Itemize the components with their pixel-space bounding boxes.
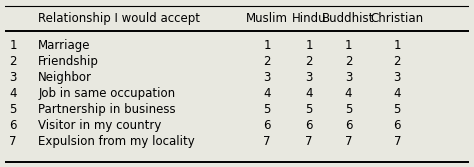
Text: 7: 7 — [264, 135, 271, 148]
Text: 4: 4 — [305, 87, 313, 100]
Text: Marriage: Marriage — [38, 39, 91, 52]
Text: 4: 4 — [345, 87, 352, 100]
Text: 2: 2 — [264, 55, 271, 68]
Text: 5: 5 — [9, 103, 17, 116]
Text: 4: 4 — [264, 87, 271, 100]
Text: 1: 1 — [393, 39, 401, 52]
Text: Partnership in business: Partnership in business — [38, 103, 176, 116]
Text: 6: 6 — [393, 119, 401, 132]
Text: Visitor in my country: Visitor in my country — [38, 119, 162, 132]
Text: 7: 7 — [345, 135, 352, 148]
Text: 4: 4 — [393, 87, 401, 100]
Text: 2: 2 — [9, 55, 17, 68]
Text: 7: 7 — [393, 135, 401, 148]
Text: Buddhist: Buddhist — [322, 12, 374, 25]
Text: 1: 1 — [305, 39, 313, 52]
Text: 1: 1 — [345, 39, 352, 52]
Text: 7: 7 — [305, 135, 313, 148]
Text: Friendship: Friendship — [38, 55, 99, 68]
Text: 2: 2 — [345, 55, 352, 68]
Text: 6: 6 — [9, 119, 17, 132]
Text: Job in same occupation: Job in same occupation — [38, 87, 175, 100]
Text: 5: 5 — [393, 103, 401, 116]
Text: 3: 3 — [264, 71, 271, 84]
Text: 7: 7 — [9, 135, 17, 148]
Text: 3: 3 — [345, 71, 352, 84]
Text: 5: 5 — [264, 103, 271, 116]
Text: 3: 3 — [9, 71, 17, 84]
Text: Muslim: Muslim — [246, 12, 288, 25]
Text: Hindu: Hindu — [292, 12, 326, 25]
Text: 6: 6 — [264, 119, 271, 132]
Text: 2: 2 — [305, 55, 313, 68]
Text: 5: 5 — [345, 103, 352, 116]
Text: 2: 2 — [393, 55, 401, 68]
Text: 5: 5 — [305, 103, 313, 116]
Text: Expulsion from my locality: Expulsion from my locality — [38, 135, 195, 148]
Text: 1: 1 — [264, 39, 271, 52]
Text: 3: 3 — [305, 71, 313, 84]
Text: 3: 3 — [393, 71, 401, 84]
Text: Neighbor: Neighbor — [38, 71, 92, 84]
Text: Relationship I would accept: Relationship I would accept — [38, 12, 200, 25]
Text: 6: 6 — [345, 119, 352, 132]
Text: 4: 4 — [9, 87, 17, 100]
Text: 6: 6 — [305, 119, 313, 132]
Text: 1: 1 — [9, 39, 17, 52]
Text: Christian: Christian — [371, 12, 424, 25]
